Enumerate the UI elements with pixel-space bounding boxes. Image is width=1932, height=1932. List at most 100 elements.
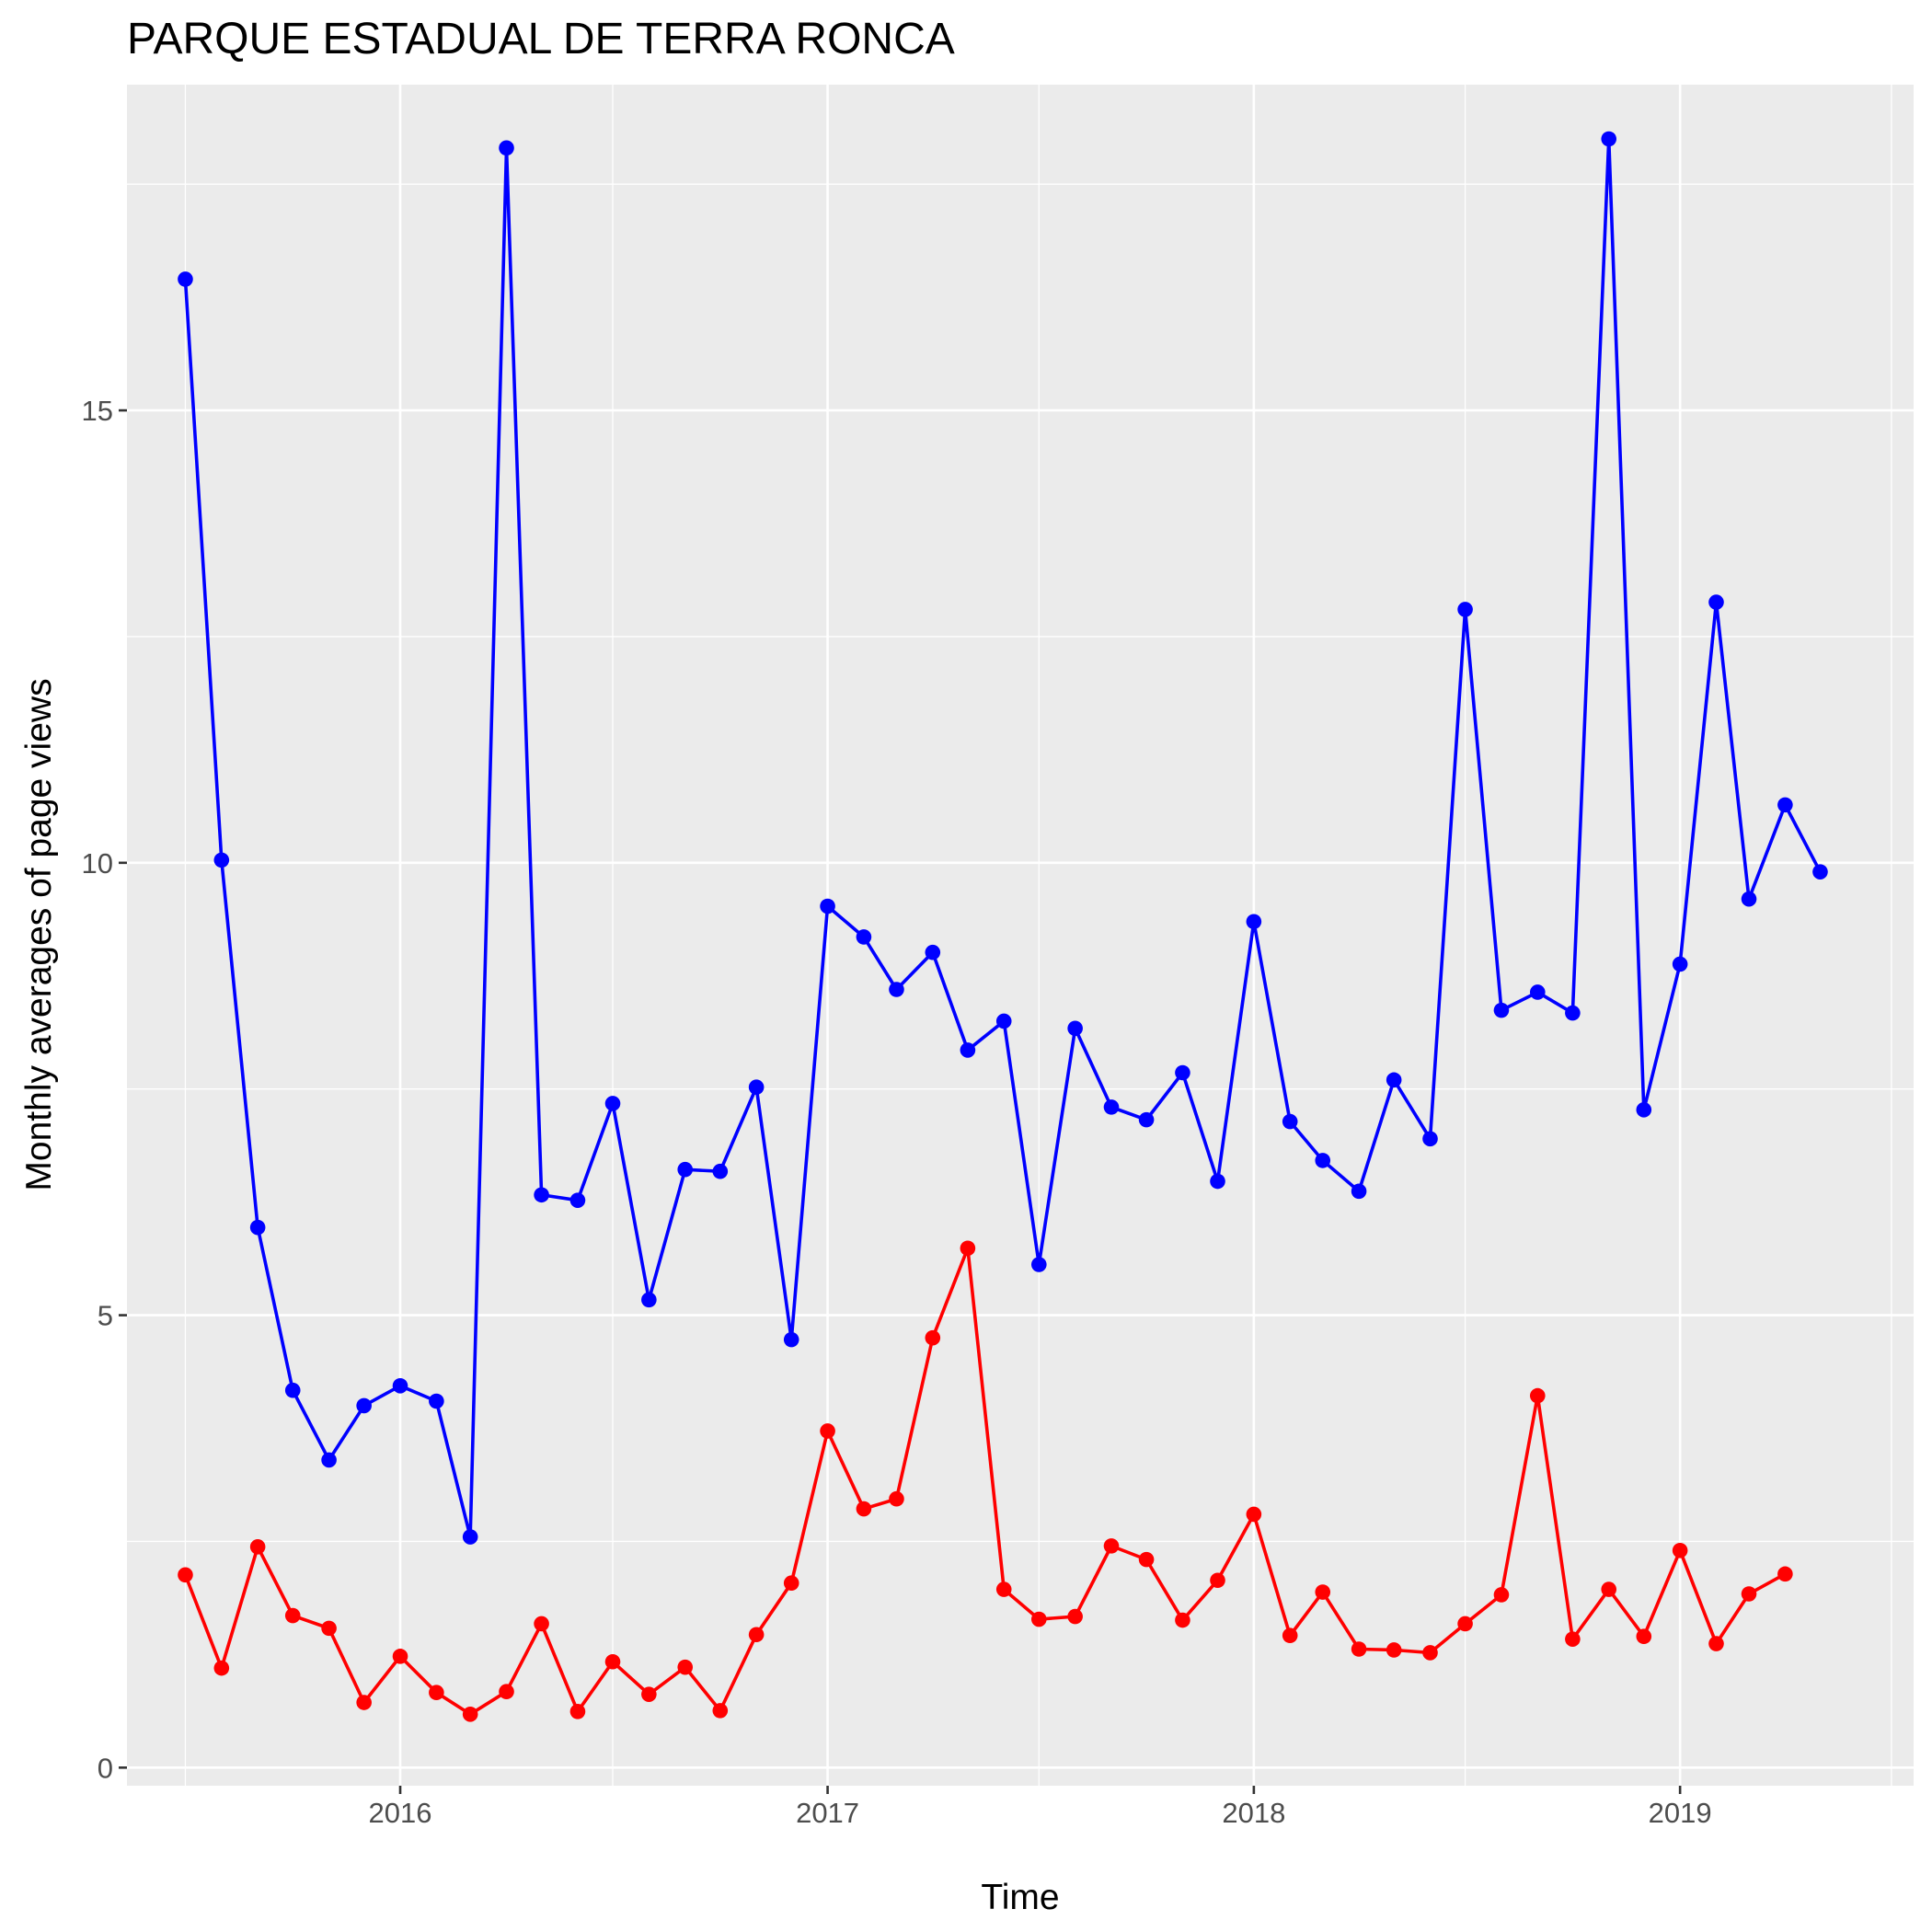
series-2-line [183,1246,1788,1717]
chart-title: PARQUE ESTADUAL DE TERRA RONCA [127,15,955,63]
series-2-point [1103,1538,1120,1554]
series-1-point [641,1292,657,1308]
series-1-point [748,1079,765,1096]
series-1-point [1777,797,1793,813]
series-2-point [1351,1641,1367,1657]
series-2-point [604,1653,621,1670]
series-2-point [249,1539,266,1555]
series-1-point [856,929,872,945]
series-2-point [1741,1586,1757,1602]
series-1-point [1741,891,1757,907]
series-1-point [1672,956,1688,972]
series-1-point [569,1192,586,1208]
series-1-point [1103,1099,1120,1115]
series-1-point [1422,1131,1438,1147]
series-2-point [925,1329,941,1346]
series-1-point [1493,1002,1510,1018]
series-2-point [429,1685,444,1700]
y-tick-label: 15 [82,395,113,427]
series-2-point [284,1607,301,1624]
series-1-point [1282,1113,1298,1130]
series-2-point [641,1686,657,1702]
series-2-point [820,1423,835,1439]
series-1-point [1812,864,1828,880]
series-1-point [1386,1072,1402,1088]
series-1-point [604,1096,621,1111]
series-1-point [392,1377,408,1394]
series-1-point [534,1187,549,1203]
series-2-point [677,1659,694,1675]
series-1-point [499,140,514,156]
series-1-point [1636,1102,1652,1118]
series-2-point [462,1707,478,1722]
plot-panel [127,85,1914,1786]
series-2-point [321,1620,337,1637]
series-1-point [429,1393,444,1409]
series-1-point [356,1397,372,1414]
series-1-point [249,1219,266,1236]
series-1-point [1708,594,1724,610]
series-1-point [960,1042,976,1058]
series-2-point [1672,1542,1688,1558]
series-1-point [1210,1173,1225,1190]
series-1-point [677,1161,694,1178]
series-2-point [1601,1581,1617,1597]
series-2-point [213,1660,230,1676]
series-1-point [1457,602,1473,617]
series-1-point [1246,914,1262,930]
series-2-point [1175,1612,1190,1628]
x-tick-label: 2017 [796,1797,859,1829]
series-2-point [1636,1628,1652,1645]
series-1-point [284,1382,301,1398]
series-1-point [213,852,230,868]
series-2-point [1777,1566,1793,1582]
series-2-point [1386,1642,1402,1658]
series-2-point [783,1575,799,1591]
y-axis-title: Monthly averages of page views [19,678,59,1190]
y-axis: 0 5 10 15 [82,395,127,1784]
series-1-point [321,1452,337,1468]
series-2-point [392,1649,408,1664]
y-tick-label: 5 [98,1300,113,1332]
series-2-point [712,1703,729,1719]
x-tick-label: 2016 [369,1797,432,1829]
series-2-point [748,1627,765,1643]
series-2-point [1315,1584,1331,1600]
series-2-point [1246,1506,1262,1523]
minor-gridlines [127,85,1914,1786]
y-tick-label: 10 [82,847,113,880]
major-gridlines [127,85,1914,1786]
series-2-point [534,1616,549,1632]
series-2-point [1708,1636,1724,1651]
series-1-point [712,1163,729,1179]
series-1-point [1031,1257,1047,1272]
series-2-point [499,1684,514,1700]
series-2-point [1282,1627,1298,1644]
series-1-point [925,944,941,960]
series-2-point [856,1501,872,1517]
y-tick-label: 0 [98,1752,113,1784]
series-2-point [889,1490,904,1507]
series-1-point [1351,1183,1367,1200]
series-1-point [462,1529,478,1545]
series-1-point [820,898,835,914]
series-layer [178,131,1828,1722]
series-2-point [1138,1551,1155,1568]
series-2-point [569,1704,586,1719]
series-1-point [1565,1005,1581,1021]
x-axis: 2016 2017 2018 2019 [369,1786,1712,1829]
series-1-point [783,1331,799,1348]
x-axis-title: Time [981,1878,1059,1917]
series-2-point [178,1567,193,1583]
series-1-point [995,1013,1012,1029]
series-2-point [356,1695,372,1710]
series-1-point [1601,131,1617,147]
series-2-point [1422,1645,1438,1661]
x-tick-label: 2019 [1649,1797,1712,1829]
series-2-point [960,1240,976,1257]
series-2-point [1493,1587,1510,1603]
series-2-point [1067,1608,1083,1625]
series-2-point [995,1581,1012,1597]
series-2-point [1529,1387,1546,1404]
